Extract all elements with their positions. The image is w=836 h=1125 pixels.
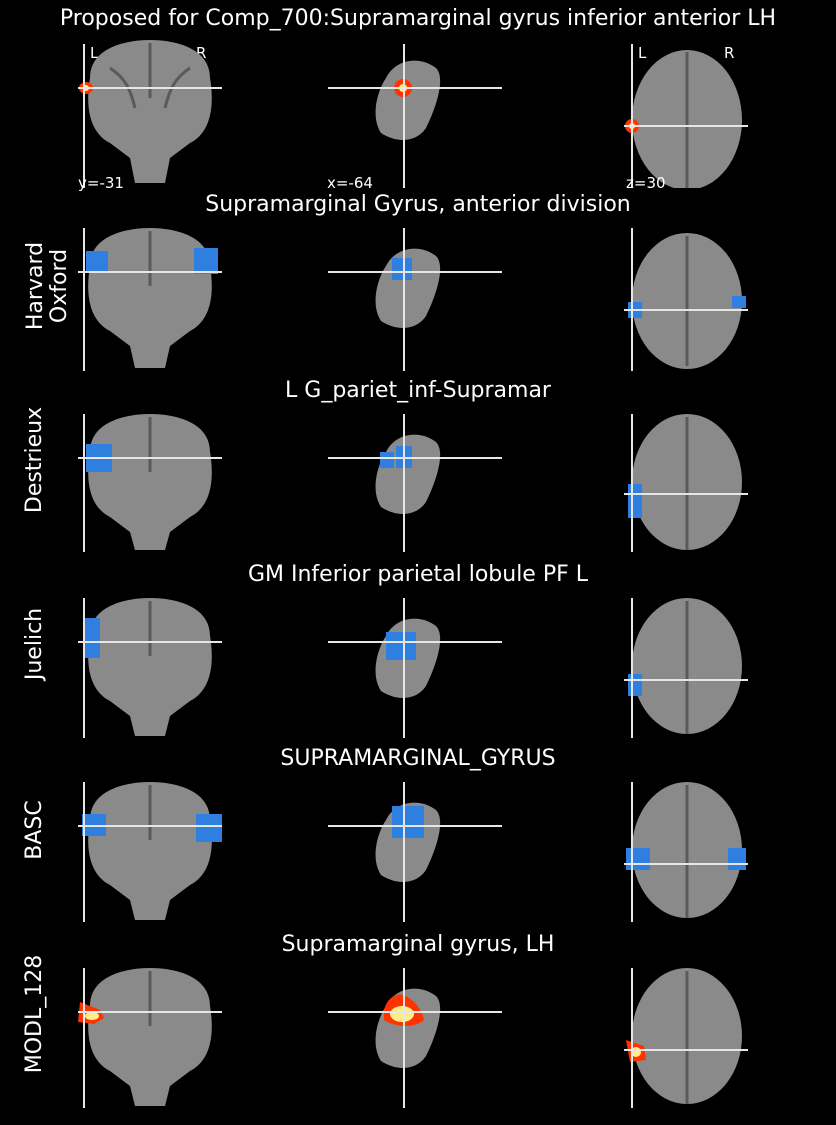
coronal-view (78, 414, 222, 552)
row-label: Juelich (22, 607, 47, 681)
sagittal-view (328, 414, 502, 552)
row-title: SUPRAMARGINAL_GYRUS (280, 746, 556, 771)
sagittal-view (328, 228, 502, 371)
row-label: Harvard Oxford (23, 241, 72, 331)
axial-view (624, 414, 748, 552)
row-basc: SUPRAMARGINAL_GYRUS BASC (0, 746, 836, 931)
orientation-left-axial: L (638, 44, 647, 62)
row-juelich: GM Inferior parietal lobule PF L Juelich (0, 560, 836, 745)
orientation-left-coronal: L (90, 44, 99, 62)
coronal-view (78, 782, 222, 922)
row-label: MODL_128 (22, 954, 47, 1074)
coord-z-label: z=30 (626, 174, 666, 192)
row-title: Supramarginal Gyrus, anterior division (205, 192, 631, 217)
figure-title: Proposed for Comp_700:Supramarginal gyru… (59, 6, 777, 31)
coronal-view (78, 598, 222, 738)
coronal-view (78, 968, 222, 1108)
coronal-view (78, 40, 222, 188)
orientation-right-coronal: R (196, 44, 207, 62)
row-label: Destrieux (22, 406, 47, 514)
axial-view (624, 968, 748, 1108)
row-title: L G_pariet_inf-Supramar (285, 378, 551, 403)
sagittal-view (328, 968, 502, 1108)
row-label: BASC (22, 800, 47, 860)
sagittal-view (328, 782, 502, 922)
row-proposed: L R L R y=-31 x=-64 z=30 (0, 38, 836, 223)
row-title: Supramarginal gyrus, LH (281, 932, 555, 957)
sagittal-view (328, 44, 502, 188)
axial-view (624, 228, 748, 371)
row-title: GM Inferior parietal lobule PF L (247, 562, 589, 587)
row-modl-128: Supramarginal gyrus, LH MODL_128 (0, 930, 836, 1115)
axial-view (624, 782, 748, 922)
coord-x-label: x=-64 (327, 174, 373, 192)
row-destrieux: L G_pariet_inf-Supramar Destrieux (0, 376, 836, 561)
row-harvard-oxford: Supramarginal Gyrus, anterior division H… (0, 190, 836, 375)
axial-view (624, 598, 748, 738)
coord-y-label: y=-31 (78, 174, 124, 192)
axial-view (624, 44, 748, 188)
sagittal-view (328, 598, 502, 738)
coronal-view (78, 228, 222, 371)
orientation-right-axial: R (724, 44, 735, 62)
